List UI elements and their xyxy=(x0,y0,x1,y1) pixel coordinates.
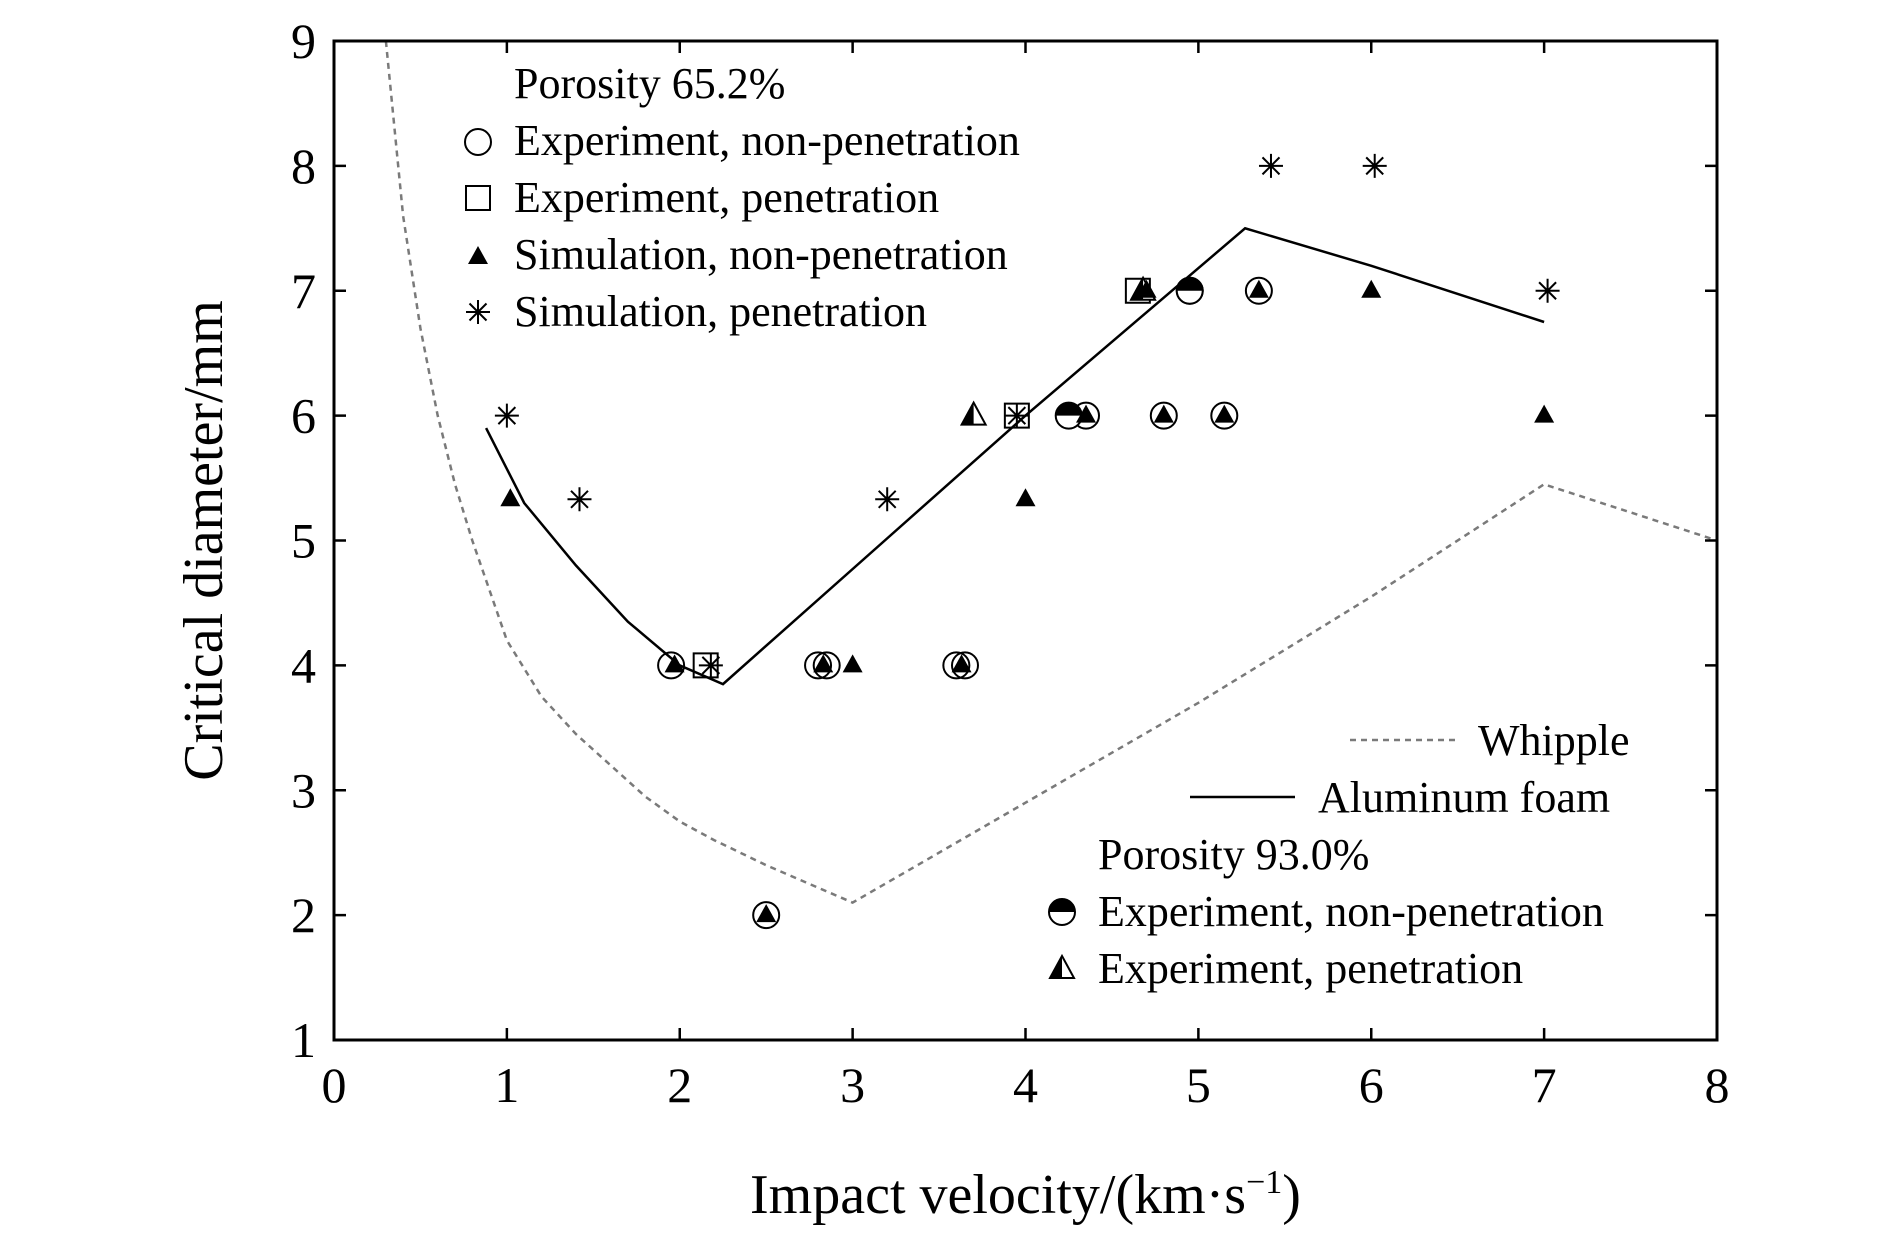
exp-nonpen-65-point xyxy=(812,651,841,680)
legend-asterisk-icon xyxy=(466,300,490,324)
exp-nonpen-65-point xyxy=(752,901,781,930)
sim-pen-65-point xyxy=(1004,403,1029,428)
y-tick-label: 1 xyxy=(291,1012,316,1068)
exp-nonpen-65-point xyxy=(657,651,686,680)
sim-nonpen-65-point xyxy=(1076,404,1097,423)
legend-top-entry-3: Simulation, non-penetration xyxy=(514,230,1008,279)
sim-nonpen-65-point xyxy=(756,904,777,923)
x-axis-title-main: Impact velocity/(km·s xyxy=(750,1164,1246,1226)
sim-pen-65-point xyxy=(567,487,592,512)
exp-nonpen-65-point xyxy=(950,651,979,680)
exp-nonpen-65-point xyxy=(1210,401,1239,430)
y-tick-label: 2 xyxy=(291,887,316,943)
legend-top-entry-1: Experiment, non-penetration xyxy=(514,116,1020,165)
legend-porosity-65: Porosity 65.2% Experiment, non-penetrati… xyxy=(514,59,1020,336)
sim-nonpen-65-point xyxy=(1248,279,1269,298)
legend-half-circle-icon xyxy=(1048,898,1076,926)
x-tick-label: 3 xyxy=(840,1057,865,1113)
legend-square-icon xyxy=(465,185,491,211)
sim-nonpen-65-point xyxy=(951,654,972,673)
legend-bottom-entry-1: Experiment, non-penetration xyxy=(1098,887,1604,936)
x-tick-label: 2 xyxy=(667,1057,692,1113)
sim-nonpen-65-point xyxy=(1214,404,1235,423)
legend-porosity-93: Whipple Aluminum foam Porosity 93.0% Exp… xyxy=(1098,716,1630,993)
exp-nonpen-65-point xyxy=(1244,276,1273,305)
exp-nonpen-65-point xyxy=(1149,401,1178,430)
exp-nonpen-65-point xyxy=(804,651,833,680)
y-tick-label: 4 xyxy=(291,637,316,693)
sim-pen-65-point xyxy=(1362,153,1387,178)
sim-nonpen-65-point xyxy=(664,654,685,673)
legend-triangle-icon xyxy=(468,246,488,264)
sim-pen-65-point xyxy=(875,487,900,512)
sim-pen-65-point xyxy=(1535,278,1560,303)
sim-nonpen-65-point xyxy=(1136,279,1157,298)
y-tick-label: 8 xyxy=(291,138,316,194)
exp-pen-93-point xyxy=(959,400,988,426)
x-axis-title-exponent: −1 xyxy=(1246,1164,1282,1201)
legend-top-title: Porosity 65.2% xyxy=(514,59,785,108)
x-tick-label: 8 xyxy=(1705,1057,1730,1113)
sim-nonpen-65-point xyxy=(842,654,863,673)
y-axis-title: Critical diameter/mm xyxy=(173,300,235,781)
y-tick-label: 6 xyxy=(291,388,316,444)
y-tick-label: 3 xyxy=(291,762,316,818)
sim-nonpen-65-point xyxy=(813,654,834,673)
x-tick-label: 4 xyxy=(1013,1057,1038,1113)
y-tick-label: 7 xyxy=(291,263,316,319)
sim-pen-65-point xyxy=(494,403,519,428)
x-axis-title-end: ) xyxy=(1282,1164,1301,1226)
sim-nonpen-65-point xyxy=(1153,404,1174,423)
plot-lines xyxy=(384,40,1718,904)
legend-foam-label: Aluminum foam xyxy=(1318,773,1610,822)
legend-bottom-entry-2: Experiment, penetration xyxy=(1098,944,1523,993)
exp-nonpen-93-point xyxy=(1175,276,1204,305)
sim-nonpen-65-point xyxy=(1361,279,1382,298)
plot-points xyxy=(494,153,1560,930)
sim-pen-65-point xyxy=(698,653,723,678)
x-tick-label: 7 xyxy=(1532,1057,1557,1113)
sim-pen-65-point xyxy=(1258,153,1283,178)
whipple-curve xyxy=(384,40,1718,904)
legend-circle-icon xyxy=(464,128,492,156)
sim-nonpen-65-point xyxy=(1015,488,1036,507)
x-tick-label: 1 xyxy=(494,1057,519,1113)
legend-markers xyxy=(464,128,1076,979)
x-axis-title: Impact velocity/(km·s−1) xyxy=(750,1164,1301,1226)
y-tick-label: 9 xyxy=(291,13,316,69)
legend-top-entry-4: Simulation, penetration xyxy=(514,287,927,336)
legend-top-entry-2: Experiment, penetration xyxy=(514,173,939,222)
exp-nonpen-93-point xyxy=(1054,401,1083,430)
x-tick-label: 0 xyxy=(322,1057,347,1113)
sim-nonpen-65-point xyxy=(1534,404,1555,423)
y-tick-label: 5 xyxy=(291,513,316,569)
aluminum-foam-curve xyxy=(484,226,1545,686)
legend-whipple-label: Whipple xyxy=(1478,716,1630,765)
legend-half-triangle-icon xyxy=(1048,953,1076,979)
x-tick-label: 6 xyxy=(1359,1057,1384,1113)
x-tick-label: 5 xyxy=(1186,1057,1211,1113)
legend-bottom-title: Porosity 93.0% xyxy=(1098,830,1369,879)
exp-nonpen-65-point xyxy=(942,651,971,680)
sim-nonpen-65-point xyxy=(500,488,521,507)
